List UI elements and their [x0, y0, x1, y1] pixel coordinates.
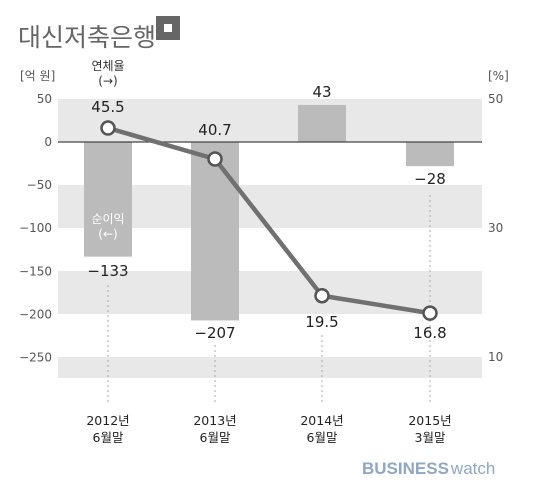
right-tick-group: 50 30 10: [488, 92, 503, 364]
left-axis-unit: [억 원]: [20, 69, 55, 83]
rate-line: [107, 125, 431, 316]
rate-point-3: [314, 287, 330, 304]
bar-4: [406, 142, 454, 167]
left-tick-label-3: −100: [19, 221, 52, 235]
left-tick-label-6: −250: [19, 351, 52, 365]
bar-value-label-4: −28: [414, 170, 446, 188]
chart-title: 대신저축은행: [18, 23, 156, 52]
rate-value-label-4: 16.8: [413, 324, 446, 342]
bar-value-label-3: 43: [312, 83, 331, 101]
grid-band-3: [58, 357, 482, 378]
rate-point-1: [100, 120, 116, 136]
left-tick-label-4: −150: [19, 264, 52, 278]
rate-value-label-3: 19.5: [305, 313, 338, 331]
category-label-group: 2012년 6월말 2013년 6월말 2014년 6월말 2015년 3월말: [86, 413, 451, 445]
left-tick-label-1: 0: [44, 135, 52, 149]
rate-value-label-1: 45.5: [91, 98, 124, 116]
bar-value-label-2: −207: [194, 324, 235, 342]
right-tick-label-0: 50: [488, 92, 503, 106]
rate-value-label-2: 40.7: [198, 121, 231, 139]
left-tick-label-5: −200: [19, 307, 52, 321]
guide-group: [107, 195, 431, 402]
category-label-2: 2013년 6월말: [193, 413, 236, 445]
category-label-1: 2012년 6월말: [86, 413, 129, 445]
line-label-group: 45.5 40.7 19.5 16.8: [91, 98, 446, 342]
bar-1: [84, 142, 132, 257]
logo-icon: [156, 16, 180, 40]
line-group: [100, 120, 438, 321]
rate-point-4: [422, 305, 438, 321]
brand-part2: watch: [450, 459, 495, 478]
series-label-2: 연체율 (→): [91, 59, 124, 88]
bar-group: [84, 104, 454, 321]
bar-3: [298, 104, 346, 142]
series-label-group: 순이익 (←) 연체율 (→): [91, 59, 124, 241]
bar-value-label-1: −133: [87, 262, 128, 280]
left-tick-label-0: 50: [37, 92, 52, 106]
rate-point-2: [207, 151, 223, 167]
left-tick-label-2: −50: [27, 178, 52, 192]
bar-2: [191, 142, 239, 321]
left-tick-group: 50 0 −50 −100 −150 −200 −250: [19, 92, 52, 365]
right-tick-label-1: 30: [488, 221, 503, 235]
brand-part1: BUSINESS: [362, 459, 449, 478]
right-axis-unit: [%]: [488, 69, 509, 83]
grid-band-2: [58, 271, 482, 314]
brand-text: BUSINESS watch: [362, 459, 495, 478]
series-label-1: 순이익 (←): [91, 212, 124, 241]
right-tick-label-2: 10: [488, 350, 503, 364]
bar-label-group: −133 −207 43 −28: [87, 83, 445, 342]
category-label-3: 2014년 6월말: [300, 413, 343, 445]
band-group: [58, 99, 482, 378]
category-label-4: 2015년 3월말: [408, 413, 451, 445]
